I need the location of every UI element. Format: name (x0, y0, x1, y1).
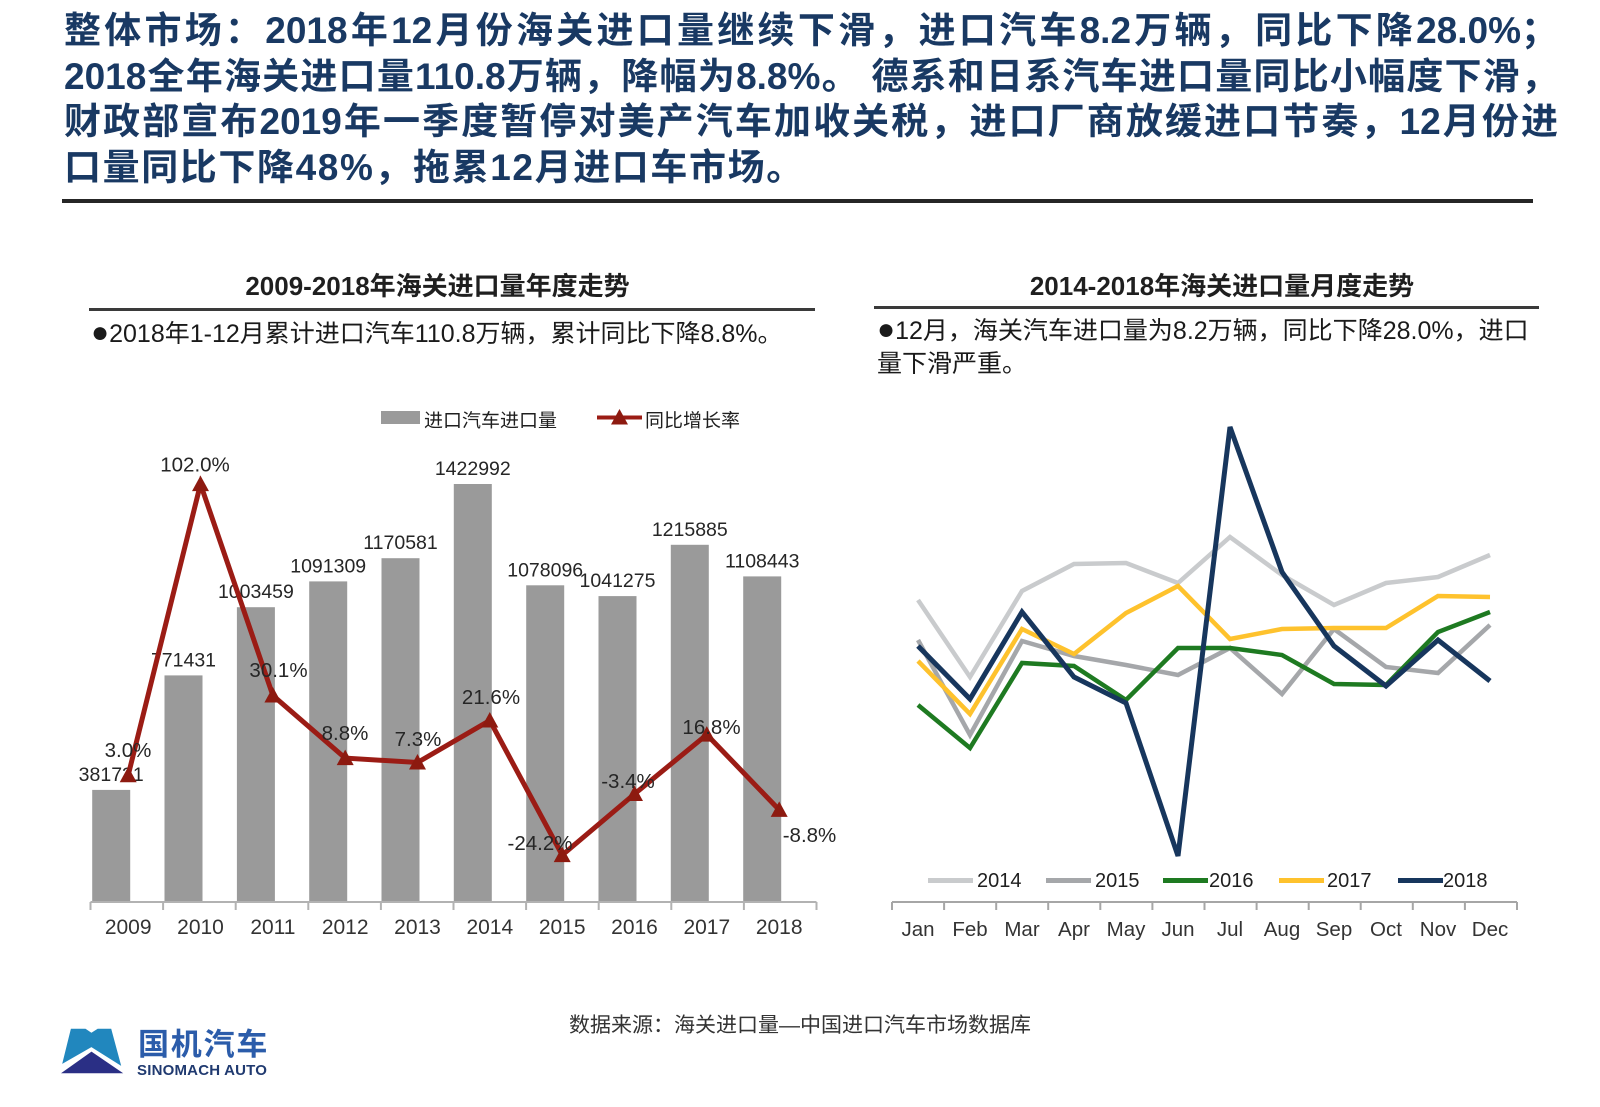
svg-text:2016: 2016 (611, 916, 658, 939)
svg-text:-24.2%: -24.2% (508, 832, 573, 855)
svg-text:2015: 2015 (539, 916, 586, 939)
svg-text:2011: 2011 (250, 916, 295, 939)
svg-text:同比增长率: 同比增长率 (645, 410, 740, 432)
svg-text:1215885: 1215885 (652, 519, 728, 541)
svg-text:381731: 381731 (79, 764, 144, 786)
svg-text:进口汽车进口量: 进口汽车进口量 (424, 410, 557, 432)
svg-text:30.1%: 30.1% (249, 659, 307, 682)
svg-text:1108443: 1108443 (725, 550, 799, 572)
svg-text:-3.4%: -3.4% (601, 770, 655, 793)
svg-text:2017: 2017 (1327, 870, 1372, 892)
svg-text:8.8%: 8.8% (322, 722, 369, 745)
svg-text:Dec: Dec (1472, 918, 1508, 941)
svg-text:2009: 2009 (105, 916, 152, 939)
svg-text:Feb: Feb (952, 918, 987, 941)
svg-text:Nov: Nov (1420, 918, 1457, 941)
svg-text:May: May (1107, 918, 1146, 941)
svg-text:2014: 2014 (466, 916, 513, 939)
svg-text:1170581: 1170581 (363, 532, 437, 554)
svg-text:Jun: Jun (1161, 918, 1194, 941)
svg-text:771431: 771431 (151, 649, 216, 671)
svg-text:2012: 2012 (322, 916, 369, 939)
svg-text:21.6%: 21.6% (462, 686, 520, 709)
svg-text:3.0%: 3.0% (105, 739, 152, 762)
svg-text:1422992: 1422992 (435, 458, 511, 480)
svg-text:2018: 2018 (756, 916, 803, 939)
svg-text:1003459: 1003459 (218, 581, 294, 603)
svg-text:2017: 2017 (683, 916, 730, 939)
svg-text:2013: 2013 (394, 916, 441, 939)
svg-text:Jan: Jan (901, 918, 934, 941)
svg-text:2014: 2014 (977, 870, 1022, 892)
svg-text:Aug: Aug (1264, 918, 1300, 941)
svg-text:2018: 2018 (1443, 870, 1488, 892)
svg-text:2016: 2016 (1209, 870, 1254, 892)
svg-text:Jul: Jul (1217, 918, 1243, 941)
svg-text:7.3%: 7.3% (395, 728, 442, 751)
svg-text:2015: 2015 (1095, 870, 1140, 892)
svg-text:1091309: 1091309 (290, 555, 366, 577)
svg-text:-8.8%: -8.8% (783, 824, 837, 847)
svg-text:102.0%: 102.0% (160, 454, 230, 477)
svg-text:1041275: 1041275 (580, 570, 656, 592)
svg-text:1078096: 1078096 (507, 559, 583, 581)
svg-text:Sep: Sep (1316, 918, 1352, 941)
svg-text:Oct: Oct (1370, 918, 1402, 941)
svg-text:16.8%: 16.8% (682, 716, 740, 739)
svg-text:2010: 2010 (177, 916, 224, 939)
svg-text:Apr: Apr (1058, 918, 1090, 941)
svg-text:Mar: Mar (1004, 918, 1039, 941)
